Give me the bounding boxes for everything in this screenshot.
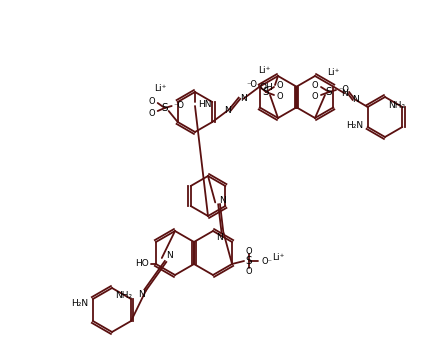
Text: HN: HN bbox=[198, 100, 211, 109]
Text: S: S bbox=[246, 256, 253, 266]
Text: O: O bbox=[277, 81, 284, 90]
Text: Li⁺: Li⁺ bbox=[327, 68, 339, 76]
Text: NH₂: NH₂ bbox=[388, 101, 405, 110]
Text: O: O bbox=[277, 92, 284, 101]
Text: S: S bbox=[263, 87, 269, 97]
Text: O⁻: O⁻ bbox=[261, 256, 272, 265]
Text: S: S bbox=[326, 87, 332, 97]
Text: N: N bbox=[216, 233, 223, 242]
Text: N: N bbox=[166, 252, 173, 261]
Text: N: N bbox=[352, 95, 359, 104]
Text: H₂N: H₂N bbox=[346, 120, 364, 129]
Text: H₂N: H₂N bbox=[71, 299, 88, 308]
Text: N: N bbox=[240, 94, 247, 103]
Text: S: S bbox=[161, 103, 168, 113]
Text: N: N bbox=[225, 106, 231, 115]
Text: N: N bbox=[341, 89, 348, 98]
Text: HO: HO bbox=[135, 259, 149, 268]
Text: ⁻O: ⁻O bbox=[246, 79, 257, 88]
Text: O: O bbox=[246, 246, 253, 255]
Text: Li⁺: Li⁺ bbox=[272, 254, 284, 262]
Text: N: N bbox=[138, 290, 145, 299]
Text: OH: OH bbox=[259, 83, 273, 92]
Text: O: O bbox=[246, 266, 253, 276]
Text: NH₂: NH₂ bbox=[115, 291, 132, 301]
Text: ⁻O: ⁻O bbox=[338, 85, 349, 93]
Text: O: O bbox=[148, 109, 155, 118]
Text: O: O bbox=[148, 96, 155, 105]
Text: N: N bbox=[219, 196, 226, 205]
Text: Li⁺: Li⁺ bbox=[258, 66, 270, 75]
Text: ⁻O: ⁻O bbox=[174, 101, 185, 110]
Text: O: O bbox=[311, 92, 318, 101]
Text: Li⁺: Li⁺ bbox=[155, 84, 167, 93]
Text: O: O bbox=[311, 81, 318, 90]
